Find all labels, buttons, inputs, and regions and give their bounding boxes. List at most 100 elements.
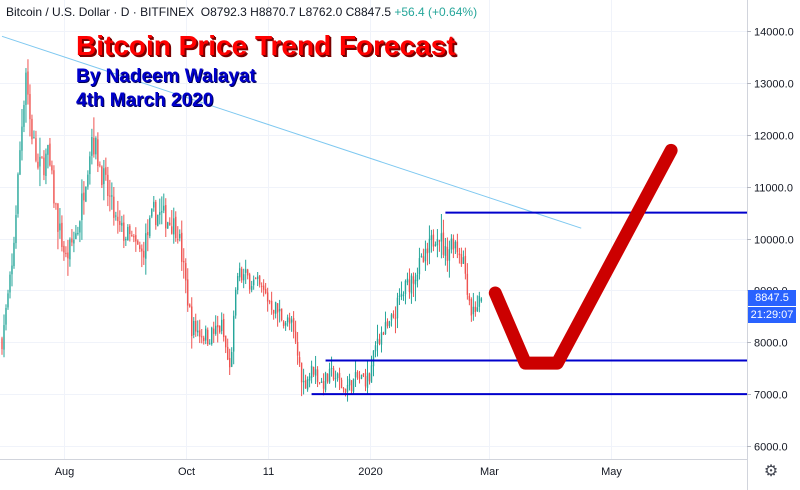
candle-body <box>23 105 25 127</box>
candle-body <box>53 170 55 204</box>
candle-body <box>115 215 117 217</box>
candle-body <box>238 268 241 278</box>
y-tick-label: 7000.0 <box>754 390 788 402</box>
candle-body <box>274 302 277 314</box>
candle-body <box>334 378 337 380</box>
candle-body <box>400 293 403 297</box>
candle-body <box>29 94 31 120</box>
candle-body <box>159 212 161 215</box>
candle-body <box>364 375 367 387</box>
candle-body <box>328 368 331 383</box>
symbol-name: Bitcoin / U.S. Dollar <box>6 5 111 19</box>
candle-body <box>133 236 135 238</box>
candle-body <box>464 255 467 274</box>
x-tick-label: Aug <box>55 466 75 478</box>
candle-body <box>175 216 177 239</box>
candle-body <box>89 156 91 175</box>
candle-body <box>185 263 187 281</box>
candle-body <box>292 318 295 332</box>
exchange-label: BITFINEX <box>140 5 195 19</box>
candle-body <box>173 218 175 235</box>
candle-body <box>244 269 247 273</box>
candle-body <box>318 382 321 384</box>
candle-body <box>71 238 73 243</box>
candle-body <box>404 280 407 295</box>
candle-body <box>81 193 83 221</box>
candle-body <box>191 306 193 336</box>
change-value: +56.4 (+0.64%) <box>394 5 478 19</box>
candle-body <box>354 372 357 378</box>
x-tick-label: 2020 <box>358 466 382 478</box>
candle-body <box>380 332 383 345</box>
last-price-badge: 8847.5 <box>748 290 796 307</box>
candle-body <box>73 239 75 244</box>
candle-body <box>189 304 191 307</box>
candle-body <box>143 250 145 258</box>
candle-body <box>153 201 155 208</box>
candle-body <box>462 257 465 264</box>
candle-body <box>248 274 251 290</box>
candle-body <box>442 232 445 255</box>
candle-body <box>280 308 283 321</box>
close-label: C <box>345 5 355 19</box>
candle-body <box>390 314 393 321</box>
candle-body <box>224 335 227 348</box>
author-label: By Nadeem Walayat <box>76 66 256 87</box>
candle-body <box>165 205 167 229</box>
candle-body <box>308 376 311 381</box>
candle-body <box>37 161 39 168</box>
candle-body <box>266 292 269 302</box>
candle-body <box>276 303 279 313</box>
candle-body <box>77 232 79 234</box>
trendline-segment <box>1 35 582 229</box>
candle-body <box>402 294 405 296</box>
candle-body <box>7 293 9 308</box>
candle-body <box>478 295 481 307</box>
time-axis[interactable]: Aug Oct 11 2020 Mar May <box>55 466 623 478</box>
candle-body <box>242 274 245 281</box>
candle-body <box>169 222 171 225</box>
candle-body <box>147 232 149 236</box>
candle-body <box>240 268 243 281</box>
candle-body <box>111 195 113 197</box>
candle-body <box>47 144 49 155</box>
candle-body <box>61 222 63 248</box>
candle-body <box>49 143 51 166</box>
candle-body <box>203 337 205 341</box>
candle-body <box>151 208 153 217</box>
low-value: 8762.0 <box>305 5 343 19</box>
candle-body <box>109 195 111 197</box>
candle-body <box>121 222 123 226</box>
candle-body <box>358 377 361 379</box>
candle-body <box>213 328 215 334</box>
candle-body <box>298 357 301 363</box>
y-tick-label: 13000.0 <box>754 79 794 91</box>
candle-body <box>19 150 21 175</box>
candle-body <box>145 233 147 259</box>
candle-body <box>149 217 151 237</box>
symbol-header[interactable]: Bitcoin / U.S. Dollar · D · BITFINEX O87… <box>6 5 477 19</box>
candle-body <box>466 273 469 295</box>
candle-body <box>302 380 305 383</box>
candle-body <box>187 279 189 306</box>
candle-body <box>13 242 15 267</box>
y-tick-label: 11000.0 <box>754 183 793 195</box>
candle-body <box>65 252 67 255</box>
gear-icon[interactable]: ⚙ <box>763 463 779 480</box>
candle-body <box>416 274 419 282</box>
candle-body <box>139 245 141 249</box>
countdown-badge: 21:29:07 <box>748 307 796 324</box>
separator: · <box>113 5 118 19</box>
candle-body <box>41 157 43 159</box>
candle-body <box>272 309 275 314</box>
candle-body <box>458 253 461 256</box>
y-tick-label: 14000.0 <box>754 27 794 39</box>
candle-body <box>226 346 229 360</box>
candle-body <box>288 317 291 324</box>
candle-body <box>418 258 421 275</box>
low-label: L <box>298 5 306 19</box>
candle-body <box>480 298 483 302</box>
price-axis[interactable]: 6000.07000.08000.09000.010000.011000.012… <box>747 27 794 454</box>
candle-body <box>314 369 317 376</box>
